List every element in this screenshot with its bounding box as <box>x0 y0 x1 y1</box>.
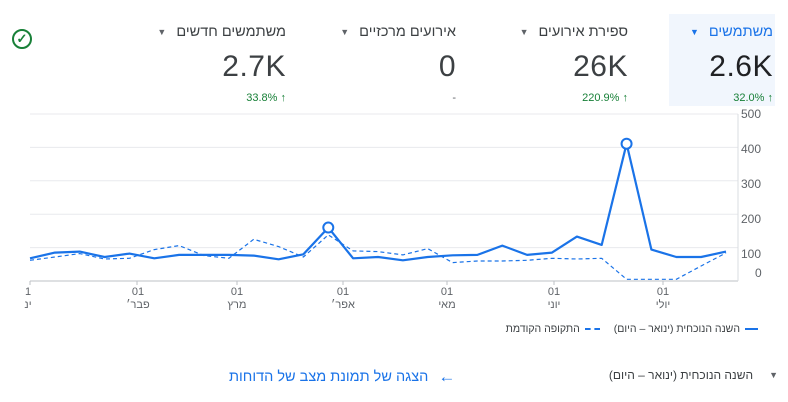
y-tick-label: 400 <box>741 142 762 156</box>
caret-down-icon: ▼ <box>340 27 350 37</box>
metric-event-count[interactable]: ▼ ספירת אירועים 26K 220.9% ↑ <box>490 14 630 106</box>
metric-new-users[interactable]: ▼ משתמשים חדשים 2.7K 33.8% ↑ <box>140 14 288 106</box>
metric-users[interactable]: ▼ משתמשים 2.6K 32.0% ↑ <box>669 14 775 106</box>
legend-item-previous: התקופה הקודמת <box>506 323 600 335</box>
arrow-up-icon: ↑ <box>280 92 287 104</box>
x-tick-label: 01 אפר׳ <box>331 286 355 311</box>
reports-snapshot-label: הצגה של תמונת מצב של הדוחות <box>229 369 429 385</box>
metric-delta: 33.8% ↑ <box>246 92 287 104</box>
metric-value: 2.7K <box>222 50 286 83</box>
arrow-up-icon: ↑ <box>767 92 774 104</box>
caret-down-icon: ▼ <box>689 27 699 37</box>
metric-label: ספירת אירועים <box>538 24 628 40</box>
metric-label: משתמשים <box>708 24 773 40</box>
x-tick-label: 01 מרץ <box>227 286 247 311</box>
caret-down-icon: ▼ <box>769 370 778 380</box>
data-point-marker[interactable] <box>322 221 335 234</box>
date-range-dropdown[interactable]: השנה הנוכחית (ינואר – היום) ▼ <box>609 368 778 382</box>
reports-snapshot-link[interactable]: הצגה של תמונת מצב של הדוחות ← <box>229 367 455 387</box>
x-tick-label: 01 פבר׳ <box>126 286 150 311</box>
caret-down-icon: ▼ <box>519 27 529 37</box>
metric-value: 2.6K <box>709 50 773 83</box>
y-tick-label: 0 <box>755 266 762 280</box>
check-circle-icon: ✓ <box>12 29 32 49</box>
metric-label: משתמשים חדשים <box>176 24 286 40</box>
y-tick-label: 100 <box>741 247 762 261</box>
x-tick-label: 1 ינ <box>24 286 32 311</box>
date-range-label: השנה הנוכחית (ינואר – היום) <box>608 368 754 382</box>
solid-line-swatch <box>745 328 758 330</box>
metric-label: אירועים מרכזיים <box>359 24 456 40</box>
dashed-line-swatch <box>584 328 600 330</box>
x-tick-label: 01 יולי <box>655 286 671 311</box>
metric-key-events[interactable]: ▼ אירועים מרכזיים 0 - <box>320 14 458 106</box>
chart-legend: השנה הנוכחית (ינואר – היום) התקופה הקודמ… <box>506 323 758 335</box>
metric-value: 26K <box>573 50 628 83</box>
caret-down-icon: ▼ <box>157 27 167 37</box>
y-tick-label: 500 <box>741 107 762 121</box>
x-tick-label: 01 מאי <box>438 286 456 311</box>
legend-item-current: השנה הנוכחית (ינואר – היום) <box>614 323 758 335</box>
x-tick-label: 01 יוני <box>547 286 561 311</box>
arrow-left-icon: ← <box>438 367 456 386</box>
metric-delta: 32.0% ↑ <box>733 92 774 104</box>
metric-delta: - <box>452 92 456 104</box>
current-period-line <box>29 142 727 262</box>
arrow-up-icon: ↑ <box>622 92 629 104</box>
y-tick-label: 300 <box>741 177 762 191</box>
data-point-marker[interactable] <box>620 137 633 150</box>
metric-delta: 220.9% ↑ <box>582 92 629 104</box>
y-tick-label: 200 <box>741 212 762 226</box>
metric-value: 0 <box>438 50 456 83</box>
